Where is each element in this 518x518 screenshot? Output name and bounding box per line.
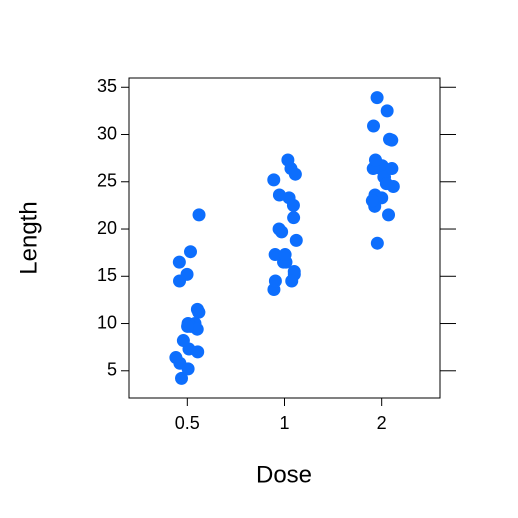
point (289, 233, 303, 247)
point (183, 245, 197, 259)
y-axis-label: Length (15, 201, 42, 274)
point (368, 153, 382, 167)
point (267, 173, 281, 187)
x-tick-label: 2 (377, 413, 387, 433)
point (285, 274, 299, 288)
point (385, 133, 399, 147)
point (278, 248, 292, 262)
point (288, 167, 302, 181)
point (272, 188, 286, 202)
y-tick-label: 15 (97, 265, 117, 285)
point (181, 362, 195, 376)
point (365, 194, 379, 208)
point (379, 177, 393, 191)
point (287, 211, 301, 225)
x-tick-label: 0.5 (175, 413, 200, 433)
point (181, 319, 195, 333)
point (367, 119, 381, 133)
point (192, 305, 206, 319)
point (382, 208, 396, 222)
plot-frame (128, 77, 441, 399)
point (192, 208, 206, 222)
point (380, 104, 394, 118)
point (272, 222, 286, 236)
point (176, 334, 190, 348)
y-tick-label: 5 (107, 360, 117, 380)
y-tick-label: 30 (97, 123, 117, 143)
point (175, 371, 189, 385)
point (172, 255, 186, 269)
point (281, 153, 295, 167)
point (385, 162, 399, 176)
x-axis-label: Dose (256, 461, 312, 488)
point (191, 345, 205, 359)
y-tick-label: 10 (97, 312, 117, 332)
y-tick-label: 25 (97, 171, 117, 191)
point (173, 274, 187, 288)
point (268, 248, 282, 262)
y-tick-label: 35 (97, 76, 117, 96)
point (268, 274, 282, 288)
y-tick-label: 20 (97, 218, 117, 238)
point (370, 236, 384, 250)
point (169, 351, 183, 365)
point (370, 91, 384, 105)
x-tick-label: 1 (279, 413, 289, 433)
